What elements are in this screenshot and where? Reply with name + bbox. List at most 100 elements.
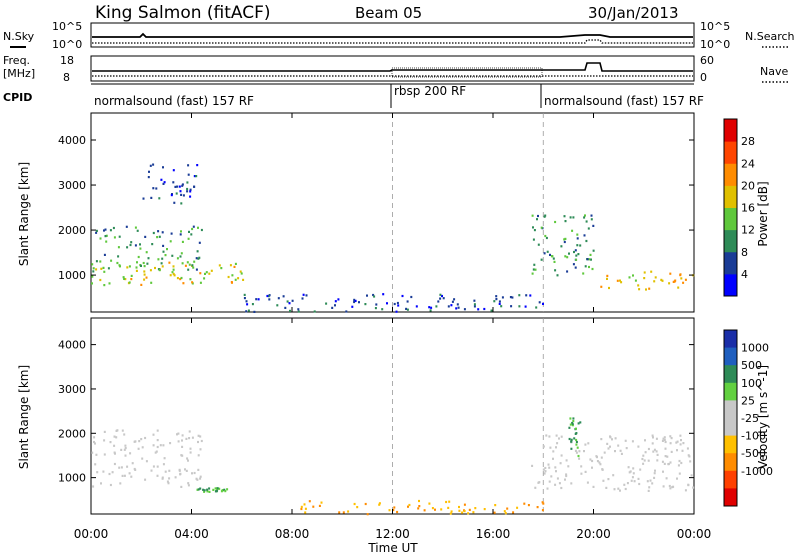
beam-title: Beam 05 [355,4,422,22]
scatter-cell [577,454,580,458]
scatter-cell [653,280,656,283]
scatter-cell [541,509,544,512]
scatter-cell [208,490,211,493]
scatter-cell [156,465,159,468]
scatter-cell [203,489,206,492]
x-tick-label: 16:00 [476,527,511,541]
scatter-cell [181,240,184,243]
scatter-cell [131,462,134,465]
scatter-cell [679,443,682,446]
scatter-cell [167,482,170,485]
scatter-cell [445,500,448,504]
scatter-cell [109,229,112,232]
scatter-cell [572,420,575,423]
scatter-cell [531,214,534,217]
scatter-cell [651,442,654,445]
nsearch-label: N.Search [745,30,795,43]
scatter-cell [206,490,209,493]
scatter-cell [529,294,532,297]
scatter-cell [643,271,646,274]
scatter-cell [356,506,359,509]
scatter-cell [556,477,559,480]
scatter-cell [117,255,120,258]
scatter-cell [540,226,543,229]
y-tick-label: 4000 [58,339,86,352]
nsky-tick-top: 10^5 [52,20,82,33]
scatter-cell [191,227,194,231]
scatter-cell [305,294,308,297]
scatter-cell [603,451,606,454]
scatter-cell [198,256,201,259]
scatter-cell [627,466,630,469]
scatter-cell [199,272,202,275]
scatter-cell [585,239,588,243]
scatter-cell [199,475,202,478]
scatter-cell [563,215,566,218]
scatter-cell [162,463,165,466]
date-title: 30/Jan/2013 [588,4,679,22]
scatter-cell [175,192,178,195]
scatter-cell [543,252,546,255]
scatter-cell [205,271,208,274]
scatter-cell [184,468,186,471]
scatter-cell [141,446,144,449]
scatter-cell [676,440,679,443]
scatter-cell [297,308,300,311]
scatter-cell [143,265,146,268]
scatter-cell [670,450,673,453]
scatter-cell [563,238,566,241]
scatter-cell [181,434,184,437]
velocity-colorbar-swatch [724,330,737,349]
scatter-cell [495,298,498,301]
scatter-cell [583,450,585,453]
scatter-cell [144,478,147,481]
scatter-cell [162,244,165,247]
scatter-cell [134,440,137,443]
scatter-cell [655,450,658,453]
scatter-cell [231,274,234,277]
scatter-cell [115,436,118,439]
scatter-cell [493,511,496,514]
scatter-cell [407,505,409,508]
power-colorbar-frame [723,118,738,297]
scatter-cell [181,445,184,448]
scatter-cell [590,214,593,217]
y-tick-label: 1000 [58,269,86,282]
scatter-cell [396,510,399,514]
power-colorbar-swatch [724,185,737,208]
scatter-cell [560,454,563,457]
scatter-cell [358,301,360,304]
scatter-cell [537,214,539,218]
scatter-cell [668,484,671,488]
scatter-cell [574,249,577,252]
scatter-cell [143,270,146,273]
power-colorbar-label: Power [dB] [756,181,770,246]
scatter-cell [189,188,192,191]
scatter-cell [533,229,536,232]
scatter-cell [126,465,129,468]
cpid-segment-2: rbsp 200 RF [394,84,466,98]
scatter-cell [664,447,667,450]
scatter-cell [125,225,128,228]
scatter-cell [214,487,217,490]
time-axis: 00:00 04:00 08:00 12:00 16:00 20:00 00:00 [74,113,711,541]
scatter-cell [531,464,534,467]
scatter-cell [600,456,603,459]
scatter-cell [467,512,470,515]
scatter-cell [566,270,569,273]
scatter-cell [644,439,646,442]
scatter-cell [206,488,209,491]
scatter-cell [546,487,549,490]
scatter-cell [169,274,172,277]
scatter-cell [150,281,153,284]
scatter-cell [227,275,230,279]
scatter-cell [191,436,194,439]
scatter-cell [353,300,356,304]
scatter-cell [195,268,198,271]
scatter-cell [397,304,400,307]
scatter-cell [188,430,191,433]
scatter-cell [632,467,635,470]
nsearch-tick-bottom: 10^0 [700,38,730,51]
nsearch-tick-top: 10^5 [700,20,730,33]
scatter-cell [288,302,291,305]
